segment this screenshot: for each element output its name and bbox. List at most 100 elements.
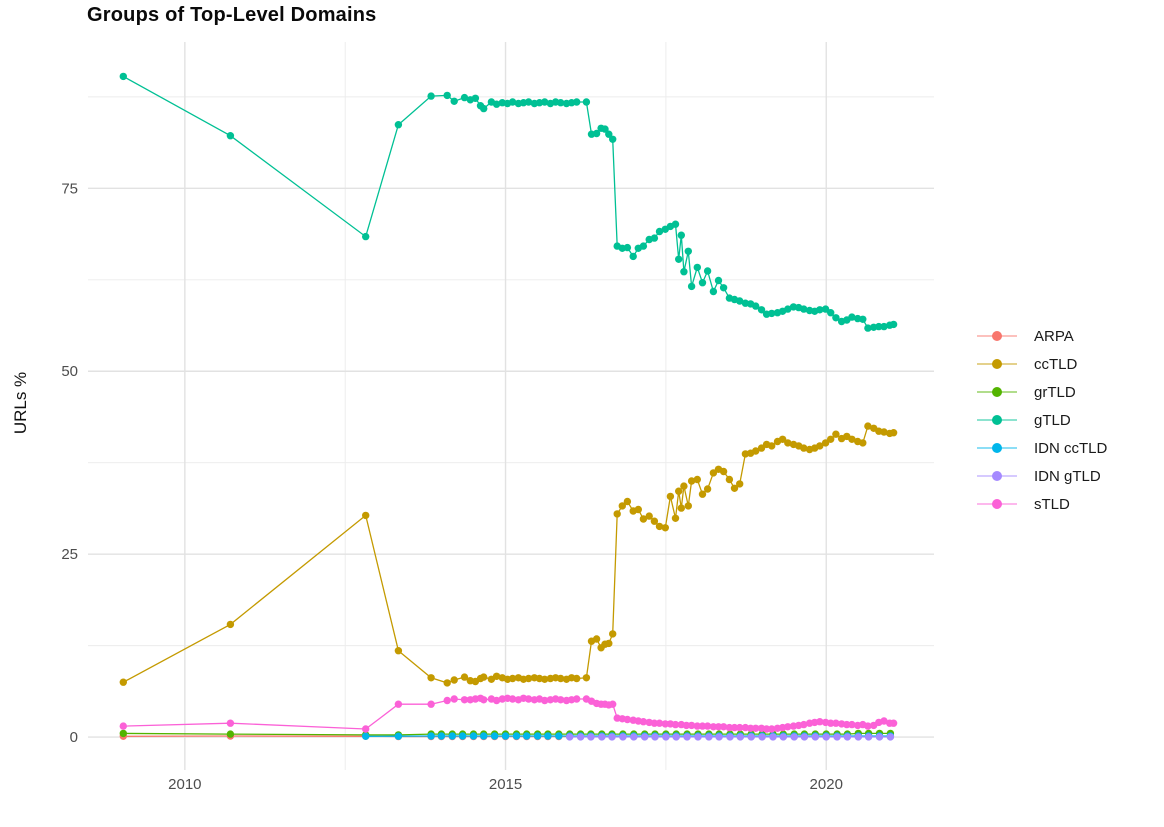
data-point [623, 497, 632, 506]
legend-item-sTLD: sTLD [977, 490, 1107, 518]
data-point [672, 733, 680, 741]
data-point [682, 721, 691, 730]
data-point [508, 695, 517, 703]
data-point [719, 723, 728, 731]
data-point [768, 442, 776, 450]
data-point [598, 733, 606, 741]
data-point [762, 725, 771, 733]
data-point [886, 733, 895, 741]
chart-title: Groups of Top-Level Domains [87, 4, 377, 26]
legend-key-dot [992, 387, 1002, 397]
data-point [693, 475, 701, 484]
data-point [694, 733, 702, 741]
data-point [864, 733, 873, 741]
x-tick-label: 2015 [489, 776, 522, 793]
data-point [698, 722, 707, 730]
data-point [778, 435, 787, 443]
data-point [650, 234, 659, 242]
data-point [662, 733, 670, 741]
data-point [827, 719, 835, 727]
data-point [677, 231, 685, 239]
data-point [705, 733, 713, 741]
data-point [592, 129, 601, 138]
data-point [650, 719, 659, 727]
data-point [684, 502, 692, 510]
data-point [639, 515, 648, 523]
data-point [492, 100, 501, 108]
legend-label: ccTLD [1034, 355, 1078, 373]
axis-labels: 2010 2015 2020 0 25 50 75 [61, 180, 843, 793]
data-point [490, 732, 499, 740]
data-point [822, 733, 830, 741]
legend: ARPA ccTLD grTLD gTLD IDN ccTLD IDN gTLD sTLD [977, 322, 1107, 518]
data-point [816, 442, 824, 450]
legend-key-dot [992, 331, 1002, 341]
data-point [698, 279, 707, 287]
data-point [443, 91, 451, 100]
data-point [427, 674, 435, 682]
data-point [427, 92, 435, 100]
data-point [848, 435, 856, 443]
data-point [524, 695, 533, 703]
data-point [119, 722, 128, 730]
data-point [623, 715, 632, 724]
data-point [693, 263, 701, 272]
data-point [725, 475, 734, 484]
data-point [875, 733, 884, 741]
data-point [582, 674, 591, 682]
data-point [864, 722, 872, 730]
data-point [736, 480, 744, 488]
data-point [601, 125, 609, 133]
legend-label: gTLD [1034, 411, 1071, 429]
data-point [630, 733, 638, 741]
data-point [573, 98, 581, 106]
legend-label: sTLD [1034, 495, 1070, 513]
data-point [651, 733, 659, 741]
data-point [362, 232, 370, 241]
data-point [671, 720, 680, 729]
series-sTLD [119, 694, 898, 733]
legend-item-IDN-ccTLD: IDN ccTLD [977, 434, 1107, 462]
y-tick-label: 0 [70, 729, 78, 746]
data-point [811, 733, 819, 741]
data-point [790, 733, 798, 741]
data-point [800, 733, 809, 741]
data-point [736, 297, 744, 305]
data-point [730, 723, 739, 732]
data-point [576, 733, 585, 741]
data-point [730, 484, 739, 492]
legend-item-IDN-gTLD: IDN gTLD [977, 462, 1107, 490]
y-tick-label: 50 [61, 363, 78, 380]
data-point [889, 719, 898, 727]
series-line [122, 75, 894, 329]
data-point [671, 220, 680, 228]
data-point [458, 732, 467, 740]
data-point [703, 722, 712, 730]
data-point [394, 732, 403, 740]
data-point [226, 730, 235, 738]
series-line [123, 697, 894, 730]
data-point [582, 98, 591, 106]
legend-key-icon [977, 330, 1017, 342]
data-point [827, 435, 835, 443]
data-point [557, 696, 565, 704]
data-point [784, 723, 792, 731]
legend-item-ARPA: ARPA [977, 322, 1107, 350]
x-tick-label: 2010 [168, 776, 201, 793]
data-point [666, 492, 675, 501]
data-point [880, 717, 888, 725]
legend-key-icon [977, 442, 1017, 454]
legend-item-grTLD: grTLD [977, 378, 1107, 406]
data-point [736, 733, 744, 741]
data-point [226, 620, 235, 629]
data-point [629, 252, 637, 261]
y-tick-label: 25 [61, 546, 78, 563]
data-point [119, 678, 128, 686]
data-point [394, 700, 403, 708]
data-point [725, 723, 734, 732]
data-point [544, 732, 552, 740]
legend-label: IDN ccTLD [1034, 439, 1108, 457]
data-point [875, 322, 883, 331]
data-point [460, 93, 469, 102]
data-point [752, 447, 760, 455]
